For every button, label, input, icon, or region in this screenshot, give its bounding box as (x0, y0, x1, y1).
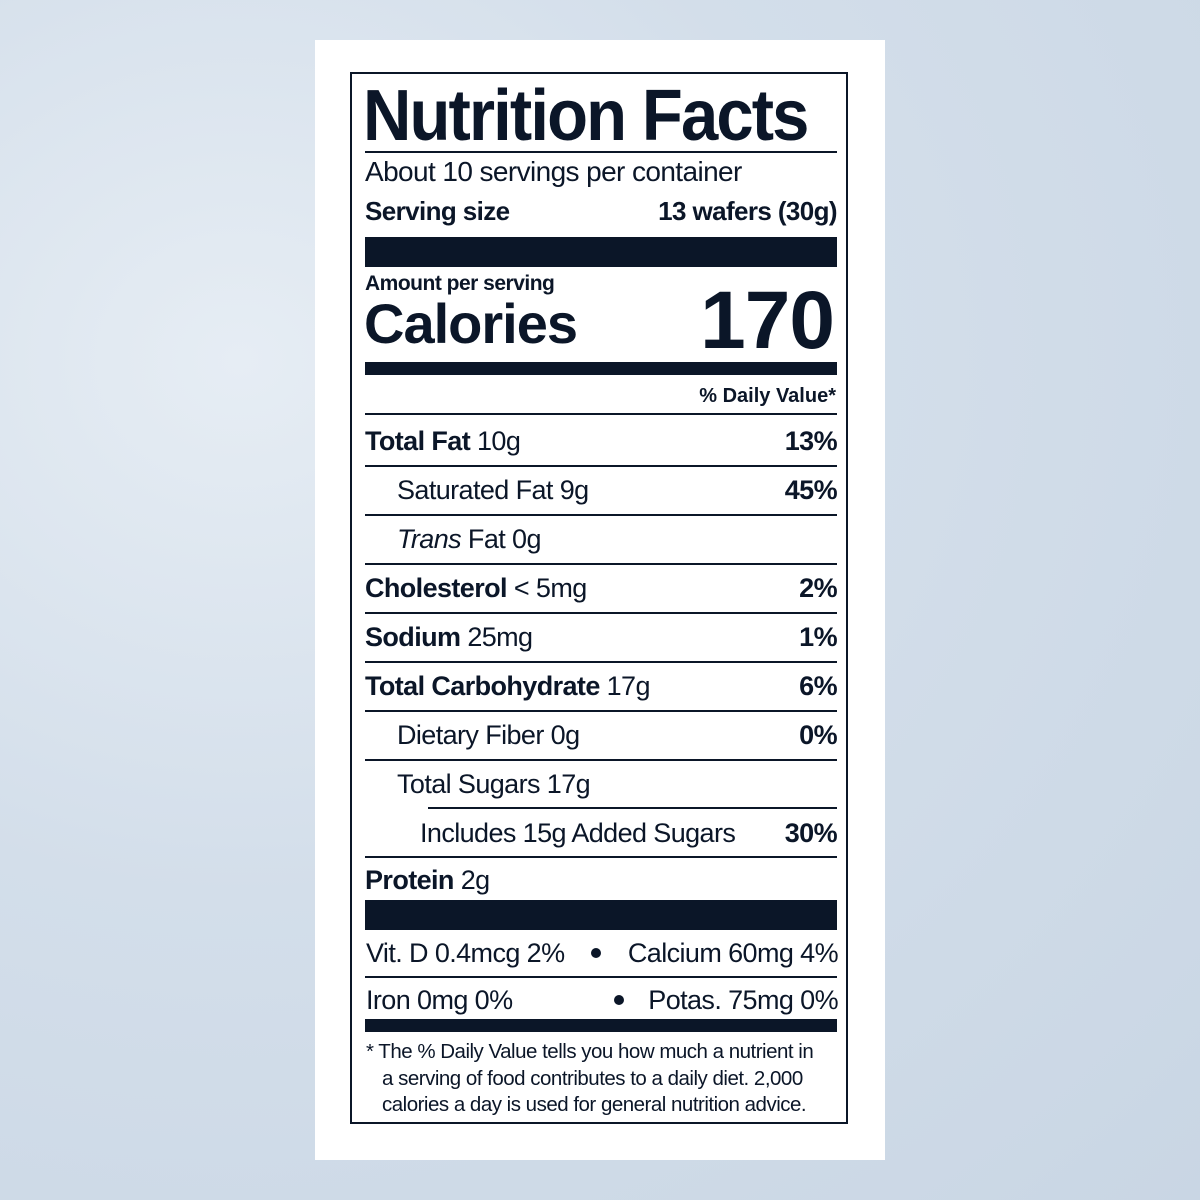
nutrient-amount: 0g (512, 523, 541, 554)
bullet (614, 995, 625, 1005)
nutrient-amount: 17g (606, 670, 651, 701)
bullet (591, 948, 602, 958)
vitamin: Iron 0mg 0% (366, 984, 513, 1015)
bar (365, 1019, 837, 1032)
nutrient-name: Protein (365, 864, 454, 895)
daily-value-header: % Daily Value* (699, 385, 836, 407)
rule (365, 563, 837, 565)
nutrient-row: Total Fat 10g 13% (365, 425, 838, 456)
vitamin-row: Iron 0mg 0% Potas. 75mg 0% (366, 984, 839, 1015)
nutrient-dv: 30% (784, 817, 838, 848)
rule (365, 514, 837, 516)
nutrient-name: Total Carbohydrate (365, 670, 600, 701)
nutrient-amount: < 5mg (513, 572, 587, 603)
nutrient-dv: 45% (784, 474, 838, 505)
nutrient-amount: 9g (559, 474, 589, 505)
nutrient-name: Sodium (365, 621, 461, 652)
nutrient-row: Total Carbohydrate 17g 6% (365, 670, 838, 701)
serving-size-label: Serving size (365, 195, 510, 226)
rule (365, 710, 837, 712)
nutrient-row: Protein 2g (365, 865, 837, 895)
serving-size-row: Serving size 13 wafers (30g) (365, 195, 838, 226)
footnote-line: calories a day is used for general nutri… (382, 1093, 807, 1116)
nutrient-name: Fat (467, 523, 506, 554)
nutrient-name: Total Fat (365, 425, 471, 456)
rule (365, 413, 837, 415)
rule (365, 856, 837, 858)
nutrient-amount: 17g (546, 768, 591, 799)
vitamin: Vit. D 0.4mcg 2% (366, 937, 565, 968)
rule (365, 976, 837, 978)
rule (365, 465, 837, 467)
thick-bar (365, 237, 837, 267)
serving-size-value: 13 wafers (30g) (658, 195, 837, 226)
footnote-line: a serving of food contributes to a daily… (382, 1067, 803, 1090)
nutrient-row: Sodium 25mg 1% (365, 621, 838, 652)
nutrient-row: Saturated Fat 9g 45% (365, 474, 838, 505)
servings: About 10 servings per container (365, 156, 742, 187)
calories-label: Calories (364, 292, 578, 355)
vitamin-row: Vit. D 0.4mcg 2% Calcium 60mg 4% (366, 937, 839, 968)
nutrient-dv: 13% (784, 425, 838, 456)
nutrient-name: Dietary Fiber (397, 719, 544, 750)
nutrient-dv: 6% (799, 670, 837, 701)
nutrient-dv: 2% (799, 572, 837, 603)
vitamin: Calcium 60mg 4% (627, 937, 839, 968)
nutrient-row: Trans Fat 0g (365, 524, 837, 554)
nutrient-row: Total Sugars 17g (365, 769, 837, 799)
rule (365, 661, 837, 663)
nutrient-name: Total Sugars (397, 768, 540, 799)
nutrient-row: Includes 15g Added Sugars 30% (365, 817, 838, 848)
rule (365, 151, 837, 153)
nutrient-row: Dietary Fiber 0g 0% (365, 719, 838, 750)
vitamin: Potas. 75mg 0% (648, 984, 838, 1015)
nutrient-dv: 1% (799, 621, 837, 652)
nutrient-name: Saturated Fat (397, 474, 553, 505)
rule (428, 807, 837, 809)
bar (365, 362, 837, 375)
card (315, 40, 885, 1160)
title: Nutrition Facts (363, 76, 809, 156)
amount-per-serving: Amount per serving (365, 272, 555, 295)
thick-bar (365, 900, 837, 930)
calories-value: 170 (700, 275, 835, 366)
nutrient-name: Includes 15g Added Sugars (420, 817, 736, 848)
label-border (350, 72, 848, 1124)
rule (365, 612, 837, 614)
nutrient-amount: 10g (477, 425, 521, 456)
nutrient-row: Cholesterol < 5mg 2% (365, 572, 838, 603)
nutrient-name: Cholesterol (365, 572, 508, 603)
nutrient-amount: 0g (550, 719, 580, 750)
nutrient-amount: 25mg (467, 621, 533, 652)
footnote-line: * The % Daily Value tells you how much a… (366, 1040, 814, 1063)
nutrient-amount: 2g (460, 864, 490, 895)
rule (365, 759, 837, 761)
nutrient-dv: 0% (799, 719, 837, 750)
nutrient-name-italic: Trans (397, 523, 462, 554)
